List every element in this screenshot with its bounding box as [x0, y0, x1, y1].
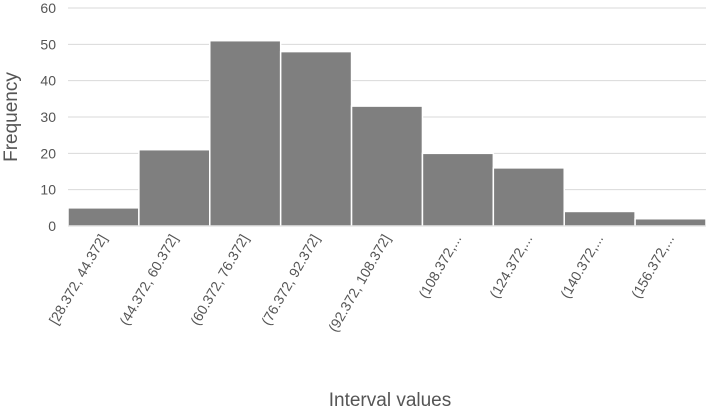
x-tick-label: (156.372,... [628, 232, 677, 301]
y-tick-label: 20 [40, 145, 56, 161]
histogram-bar [563, 210, 636, 227]
histogram-bar [67, 207, 140, 227]
histogram-bar [279, 50, 353, 227]
x-tick-label: [28.372, 44.372] [46, 232, 110, 328]
x-tick-label: (108.372,... [415, 232, 464, 301]
x-tick-label: (124.372,... [486, 232, 535, 301]
x-tick-label: (44.372, 60.372] [116, 231, 181, 327]
histogram-bar [492, 167, 565, 227]
y-axis-ticks: 0 10 20 30 40 50 60 [40, 0, 56, 234]
y-tick-label: 40 [40, 73, 56, 89]
y-tick-label: 0 [48, 218, 56, 234]
histogram-bar [634, 217, 707, 227]
bars [67, 39, 707, 227]
x-tick-label: (60.372, 76.372] [187, 232, 252, 328]
y-tick-label: 50 [40, 36, 56, 52]
x-axis-ticks: [28.372, 44.372] (44.372, 60.372] (60.372,… [46, 231, 678, 334]
x-tick-label: (92.372, 108.372] [325, 232, 394, 335]
x-axis-title: Interval values [329, 390, 452, 410]
y-tick-label: 60 [40, 0, 56, 16]
y-tick-label: 30 [40, 109, 56, 125]
histogram-bar [421, 152, 495, 227]
histogram-bar [350, 105, 424, 227]
histogram-bar [138, 148, 211, 227]
y-tick-label: 10 [40, 182, 56, 198]
histogram-bar [209, 39, 282, 227]
y-axis-title: Frequency [1, 72, 22, 162]
x-tick-label: (76.372, 92.372] [258, 232, 323, 328]
x-tick-label: (140.372,... [557, 232, 606, 301]
